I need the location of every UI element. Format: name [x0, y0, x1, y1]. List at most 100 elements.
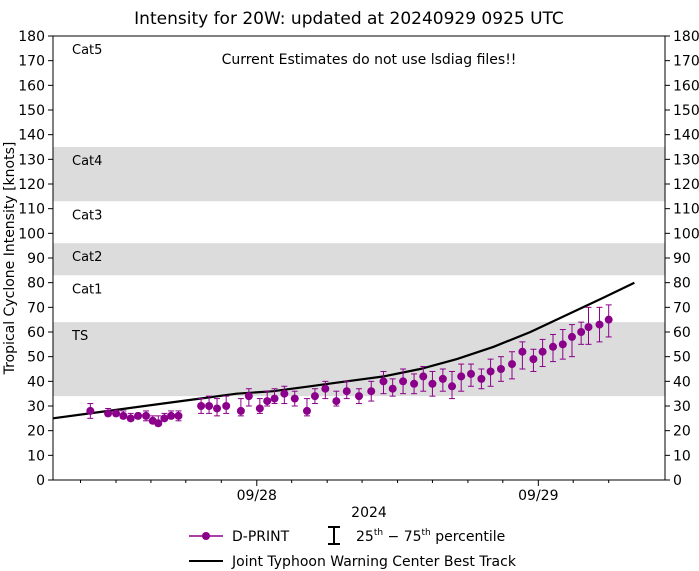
- dprint-point: [567, 332, 576, 341]
- dprint-point: [222, 402, 231, 410]
- dprint-point: [496, 365, 505, 373]
- band-label-ts: TS: [71, 329, 88, 344]
- legend-percentile-label: 25th − 75th percentile: [356, 528, 505, 545]
- dprint-point: [529, 355, 538, 364]
- dprint-point: [549, 342, 558, 351]
- dprint-point: [321, 384, 330, 393]
- dprint-point: [197, 402, 206, 410]
- y-tick-label-right: 170: [673, 54, 699, 70]
- y-tick-label-right: 50: [673, 350, 691, 366]
- dprint-point: [584, 323, 593, 332]
- dprint-point: [355, 392, 363, 401]
- dprint-point: [518, 347, 527, 356]
- dprint-point: [342, 387, 351, 396]
- y-tick-label-left: 10: [27, 448, 45, 464]
- axis-ticks: 0 0 10 10 20 20 30 30 40 40 50 50 60 60 70 70 80 80 90 90 10…: [18, 29, 699, 504]
- legend-percentile-part: th: [374, 528, 383, 538]
- dprint-point: [112, 409, 121, 418]
- y-tick-label-left: 0: [36, 473, 45, 489]
- y-tick-label-right: 60: [673, 325, 691, 341]
- y-tick-label-left: 70: [27, 300, 45, 316]
- legend-percentile-part: 25: [356, 529, 374, 545]
- y-tick-label-right: 180: [673, 29, 699, 45]
- band-cat2: [53, 243, 665, 276]
- dprint-point: [255, 404, 264, 413]
- dprint-point: [538, 347, 547, 356]
- y-tick-label-right: 150: [673, 103, 699, 119]
- dprint-point: [595, 320, 604, 329]
- lsdiag-annotation: Current Estimates do not use lsdiag file…: [222, 52, 517, 68]
- dprint-point: [263, 397, 272, 406]
- dprint-point: [104, 409, 113, 418]
- dprint-point: [86, 406, 95, 415]
- plot-frame: [52, 35, 666, 481]
- dprint-point: [236, 406, 245, 415]
- dprint-point: [160, 414, 169, 423]
- legend-percentile-part: percentile: [431, 529, 505, 545]
- dprint-point: [280, 389, 289, 398]
- dprint-point: [388, 384, 397, 393]
- dprint-point: [154, 419, 163, 428]
- y-tick-label-left: 30: [27, 399, 45, 415]
- dprint-point: [438, 374, 447, 383]
- dprint-point: [577, 328, 586, 336]
- x-tick-label: 09/29: [518, 488, 558, 504]
- dprint-point: [448, 382, 457, 391]
- y-tick-label-right: 70: [673, 300, 691, 316]
- y-tick-label-left: 50: [27, 350, 45, 366]
- y-tick-label-left: 150: [18, 103, 45, 119]
- y-tick-label-right: 40: [673, 374, 691, 390]
- y-tick-label-left: 80: [27, 276, 45, 292]
- dprint-point: [302, 406, 311, 415]
- y-axis-label: Tropical Cyclone Intensity [knots]: [2, 142, 18, 376]
- dprint-point: [604, 315, 613, 324]
- dprint-point: [134, 411, 143, 420]
- dprint-point: [270, 394, 279, 403]
- dprint-point: [486, 367, 495, 376]
- dprint-point: [142, 411, 151, 420]
- legend-percentile-part: − 75: [383, 529, 421, 545]
- band-label-cat5: Cat5: [72, 43, 102, 58]
- y-tick-label-left: 130: [18, 152, 45, 168]
- y-tick-label-right: 110: [673, 202, 699, 218]
- dprint-point: [213, 404, 222, 413]
- band-label-cat3: Cat3: [72, 208, 102, 223]
- dprint-point: [126, 414, 135, 423]
- dprint-point: [244, 392, 253, 401]
- legend-dprint-marker: [202, 532, 210, 540]
- dprint-point: [205, 402, 214, 410]
- y-tick-label-right: 0: [673, 473, 682, 489]
- legend-besttrack-label: Joint Typhoon Warning Center Best Track: [231, 554, 517, 570]
- y-tick-label-left: 40: [27, 374, 45, 390]
- band-label-cat2: Cat2: [72, 250, 102, 265]
- y-tick-label-left: 20: [27, 424, 45, 440]
- y-tick-label-left: 90: [27, 251, 45, 267]
- dprint-point: [410, 379, 419, 388]
- dprint-point: [290, 394, 299, 403]
- dprint-point: [167, 411, 176, 420]
- dprint-point: [558, 340, 567, 349]
- dprint-point: [428, 379, 437, 388]
- y-tick-label-right: 130: [673, 152, 699, 168]
- y-tick-label-right: 120: [673, 177, 699, 193]
- dprint-series: [86, 304, 613, 428]
- y-tick-label-right: 80: [673, 276, 691, 292]
- legend-percentile-part: th: [422, 528, 431, 538]
- dprint-point: [508, 360, 516, 369]
- y-tick-label-left: 120: [18, 177, 45, 193]
- dprint-point: [477, 374, 486, 383]
- dprint-point: [419, 372, 428, 381]
- y-tick-label-left: 160: [18, 78, 45, 94]
- y-tick-label-right: 30: [673, 399, 691, 415]
- dprint-point: [174, 411, 183, 420]
- y-tick-label-left: 140: [18, 128, 45, 144]
- band-label-cat4: Cat4: [72, 154, 102, 169]
- y-tick-label-right: 100: [673, 226, 699, 242]
- dprint-point: [466, 369, 475, 378]
- y-tick-label-right: 10: [673, 448, 691, 464]
- dprint-point: [399, 377, 408, 386]
- y-tick-label-right: 90: [673, 251, 691, 267]
- x-tick-label: 09/28: [237, 488, 277, 504]
